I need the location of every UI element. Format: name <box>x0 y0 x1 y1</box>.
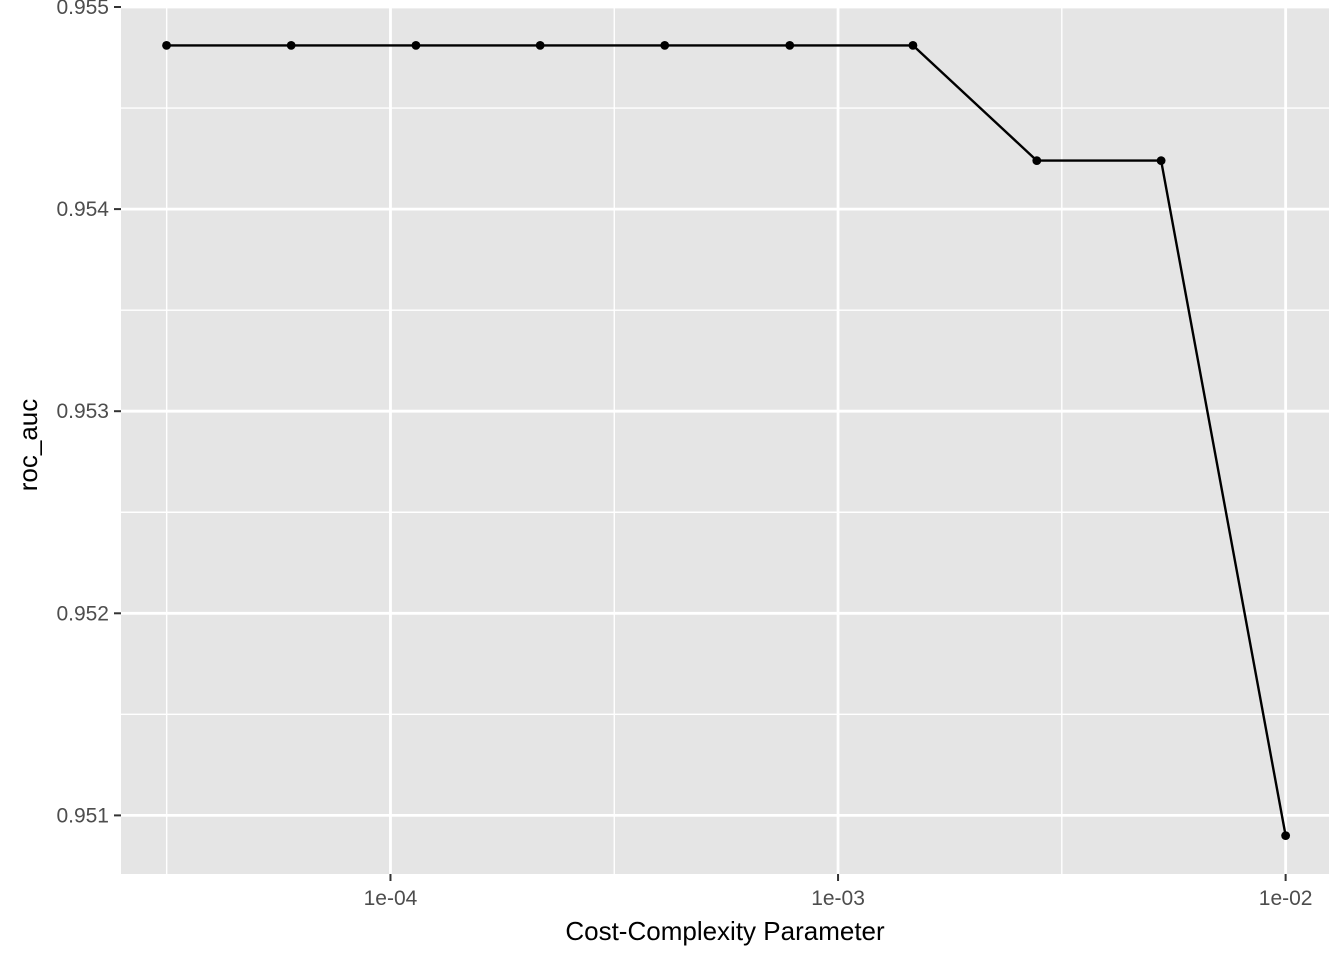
data-point <box>411 40 421 50</box>
data-point <box>1281 831 1291 841</box>
data-point <box>535 40 545 50</box>
y-tick-label: 0.954 <box>56 198 109 221</box>
data-point <box>1032 156 1042 165</box>
x-axis-title: Cost-Complexity Parameter <box>565 916 885 946</box>
series-line <box>166 44 1287 836</box>
y-axis: 0.951 0.952 0.953 0.954 0.955 <box>56 0 121 827</box>
y-tick-label: 0.952 <box>56 602 109 625</box>
y-tick-label: 0.955 <box>56 0 109 19</box>
data-point <box>286 40 296 50</box>
plot-panel <box>121 7 1329 874</box>
data-point <box>660 40 670 50</box>
y-axis-title: roc_auc <box>13 399 43 492</box>
y-tick-label: 0.951 <box>56 804 109 827</box>
data-point <box>908 40 918 50</box>
y-tick-label: 0.953 <box>56 400 109 423</box>
x-tick-label: 1e-04 <box>364 887 418 910</box>
major-gridlines <box>121 5 1329 874</box>
x-tick-label: 1e-03 <box>811 887 865 910</box>
data-point <box>785 40 795 50</box>
data-point <box>1156 156 1166 165</box>
data-point <box>162 40 171 50</box>
series-layer <box>162 40 1291 841</box>
minor-gridlines <box>121 7 1329 874</box>
x-axis: 1e-04 1e-03 1e-02 <box>364 874 1313 910</box>
x-tick-label: 1e-02 <box>1259 887 1313 910</box>
